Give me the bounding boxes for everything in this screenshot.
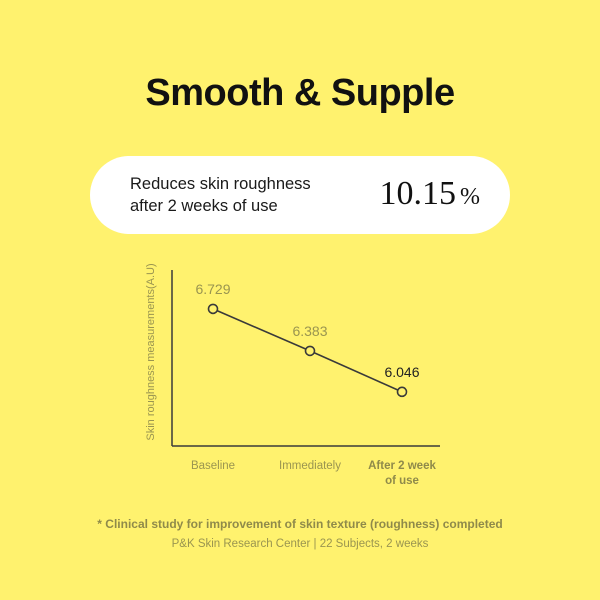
data-point — [207, 303, 219, 315]
x-tick-label: Baseline — [191, 460, 235, 472]
y-axis-label: Skin roughness measurements(A.U) — [145, 263, 157, 440]
chart-marks: 6.729 6.383 6.046 Baseline Immediately After … — [191, 281, 437, 487]
result-percentage-value: 10.15 — [379, 175, 457, 212]
result-highlight-pill: Reduces skin roughness after 2 weeks of … — [90, 156, 510, 234]
data-point — [304, 345, 316, 357]
x-tick-label: After 2 week of use — [368, 460, 436, 487]
x-tick-label: Immediately — [279, 460, 341, 472]
data-label: 6.383 — [292, 323, 327, 339]
result-percentage-unit: % — [460, 184, 480, 210]
page-title: Smooth & Supple — [145, 72, 455, 114]
result-description-line-1: Reduces skin roughness — [130, 175, 311, 193]
roughness-line-chart: Skin roughness measurements(A.U) 6.7296.… — [145, 263, 440, 487]
result-description-line-2: after 2 weeks of use — [130, 197, 278, 215]
study-source: P&K Skin Research Center | 22 Subjects, … — [171, 538, 429, 550]
data-label: 6.046 — [384, 364, 419, 380]
data-label: 6.729 — [195, 281, 230, 297]
result-percentage: 10.15% — [380, 174, 481, 217]
result-description: Reduces skin roughness after 2 weeks of … — [130, 173, 311, 217]
study-footnote: * Clinical study for improvement of skin… — [97, 517, 503, 531]
data-point — [396, 386, 408, 398]
